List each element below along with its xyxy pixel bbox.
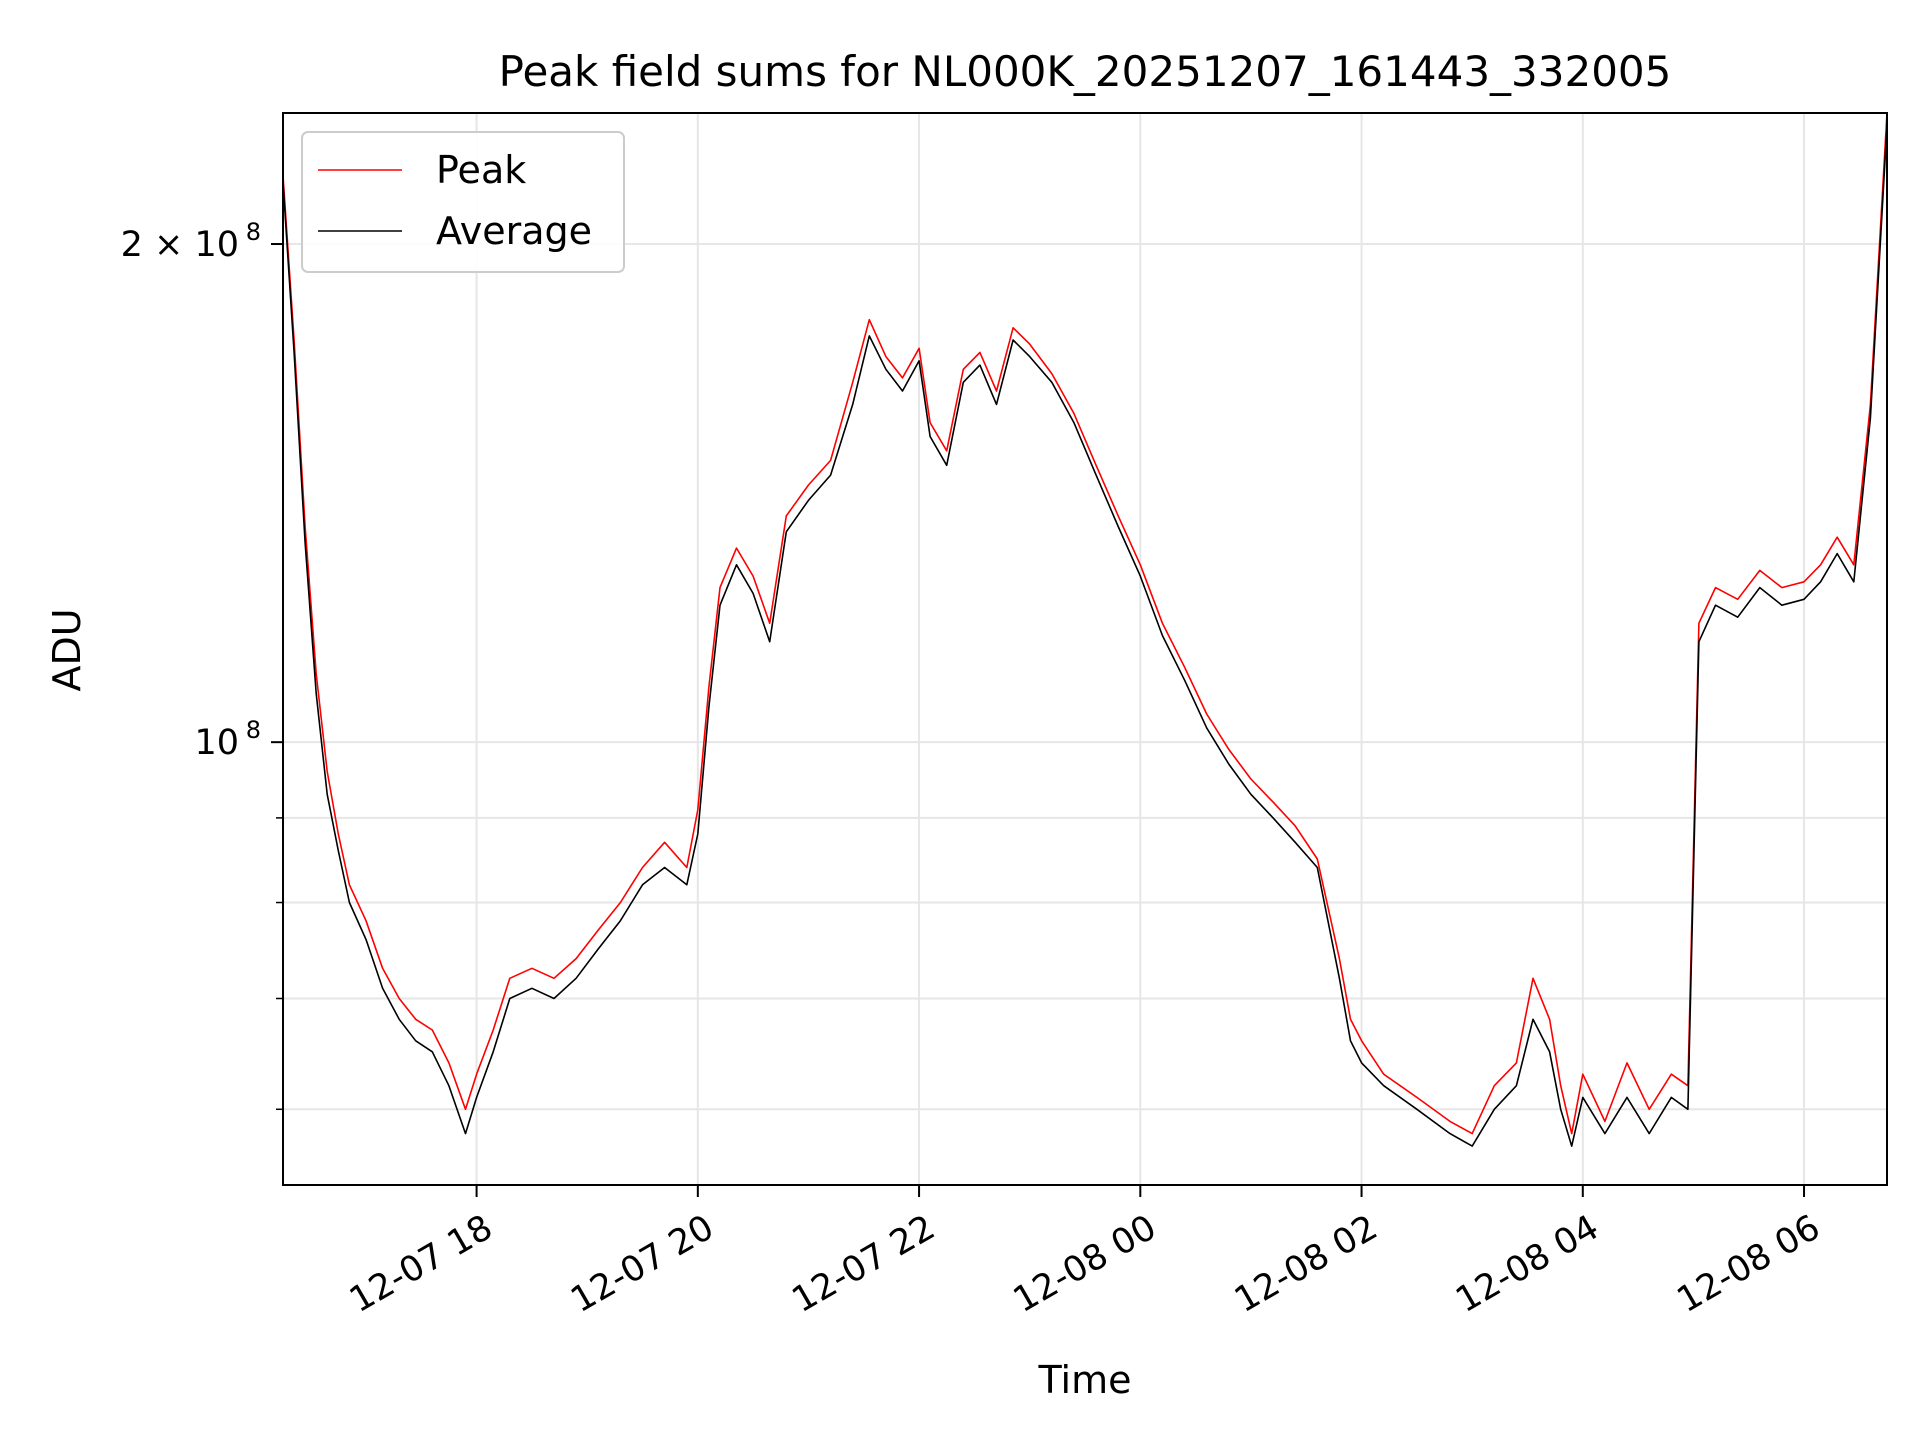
legend: Peak Average xyxy=(301,131,625,273)
y-tick-label-exponent: 8 xyxy=(246,716,261,744)
plot-series xyxy=(283,113,1887,1147)
series-line-peak xyxy=(283,113,1887,1135)
y-axis-label: ADU xyxy=(45,608,89,691)
x-axis-label: Time xyxy=(1038,1358,1132,1402)
y-tick-label-exponent: 8 xyxy=(246,218,261,246)
grid xyxy=(283,113,1887,1185)
y-tick-label: 10 xyxy=(194,723,239,763)
y-tick-label: 2 × 10 xyxy=(121,225,239,265)
legend-label-peak: Peak xyxy=(436,148,526,192)
plot-frame xyxy=(282,112,1888,1186)
series-line-average xyxy=(283,125,1887,1147)
legend-box xyxy=(301,131,625,273)
chart-title: Peak field sums for NL000K_20251207_1614… xyxy=(499,47,1672,96)
legend-label-average: Average xyxy=(436,209,592,253)
